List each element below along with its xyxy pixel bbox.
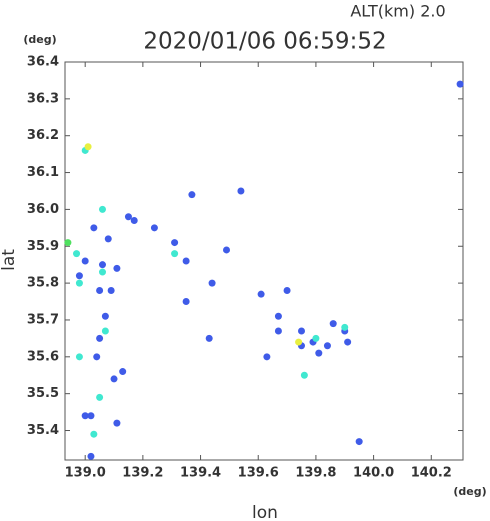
echo-point — [300, 371, 308, 379]
echo-point — [312, 334, 320, 342]
echo-point — [257, 290, 265, 298]
echo-point — [171, 239, 179, 247]
x-axis-label: lon — [252, 503, 278, 521]
echo-point — [456, 80, 464, 88]
echo-point — [297, 327, 305, 335]
chart-subtitle: ALT(km) 2.0 — [350, 2, 445, 21]
echo-point — [75, 279, 83, 287]
echo-point — [87, 412, 95, 420]
y-tick-label: 36.0 — [27, 202, 59, 217]
echo-point — [119, 368, 127, 376]
y-tick-label: 35.7 — [27, 312, 59, 327]
echo-point — [283, 286, 291, 294]
echo-point — [205, 334, 213, 342]
chart-title: 2020/01/06 06:59:52 — [143, 29, 386, 55]
echo-point — [90, 430, 98, 438]
echo-point — [90, 224, 98, 232]
echo-point — [93, 353, 101, 361]
echo-point — [208, 279, 216, 287]
y-tick-label: 35.6 — [27, 349, 59, 364]
echo-point — [171, 250, 179, 258]
echo-point — [98, 261, 106, 269]
echo-point — [355, 438, 363, 446]
echo-point — [101, 327, 109, 335]
y-tick-label: 36.1 — [27, 165, 59, 180]
echo-point — [274, 327, 282, 335]
echo-point — [98, 268, 106, 276]
y-tick-label: 36.3 — [27, 91, 59, 106]
echo-point — [75, 353, 83, 361]
y-tick-label: 35.5 — [27, 386, 59, 401]
echo-point — [182, 257, 190, 265]
plot-frame — [64, 61, 464, 461]
echo-point — [73, 250, 81, 258]
x-tick-label: 139.2 — [122, 466, 163, 481]
echo-point — [341, 323, 349, 331]
echo-point — [101, 312, 109, 320]
echo-point — [263, 353, 271, 361]
y-tick-label: 35.9 — [27, 239, 59, 254]
y-axis-label: lat — [0, 249, 19, 271]
echo-point — [124, 213, 132, 221]
echo-point — [315, 349, 323, 357]
echo-point — [329, 320, 337, 328]
echo-point — [237, 187, 245, 195]
x-tick-label: 140.2 — [411, 466, 452, 481]
echo-point — [344, 338, 352, 346]
echo-point — [81, 412, 89, 420]
echo-point — [104, 235, 112, 243]
echo-point — [113, 264, 121, 272]
y-tick-label: 35.8 — [27, 276, 59, 291]
echo-point — [81, 257, 89, 265]
echo-point — [274, 312, 282, 320]
echo-point — [96, 393, 104, 401]
x-tick-label: 139.6 — [238, 466, 279, 481]
echo-point — [150, 224, 158, 232]
echo-point — [130, 216, 138, 224]
x-tick-label: 139.8 — [295, 466, 336, 481]
echo-point — [188, 191, 196, 199]
y-tick-label: 36.4 — [27, 55, 59, 70]
y-tick-label: 36.2 — [27, 128, 59, 143]
echo-point — [295, 338, 303, 346]
x-tick-label: 140.0 — [353, 466, 394, 481]
echo-point — [110, 375, 118, 383]
echo-point — [75, 272, 83, 280]
y-tick-label: 35.4 — [27, 423, 59, 438]
echo-point — [323, 342, 331, 350]
echo-point — [223, 246, 231, 254]
echo-point — [96, 286, 104, 294]
x-unit: (deg) — [453, 485, 486, 498]
echo-point — [98, 205, 106, 213]
echo-point — [107, 286, 115, 294]
echo-point — [182, 298, 190, 306]
echo-point — [84, 143, 92, 151]
echo-point — [64, 239, 72, 247]
y-unit: (deg) — [23, 33, 56, 46]
echo-point — [113, 419, 121, 427]
echo-point — [96, 334, 104, 342]
echo-point — [87, 452, 95, 460]
x-tick-label: 139.4 — [180, 466, 221, 481]
x-tick-label: 139.0 — [65, 466, 106, 481]
